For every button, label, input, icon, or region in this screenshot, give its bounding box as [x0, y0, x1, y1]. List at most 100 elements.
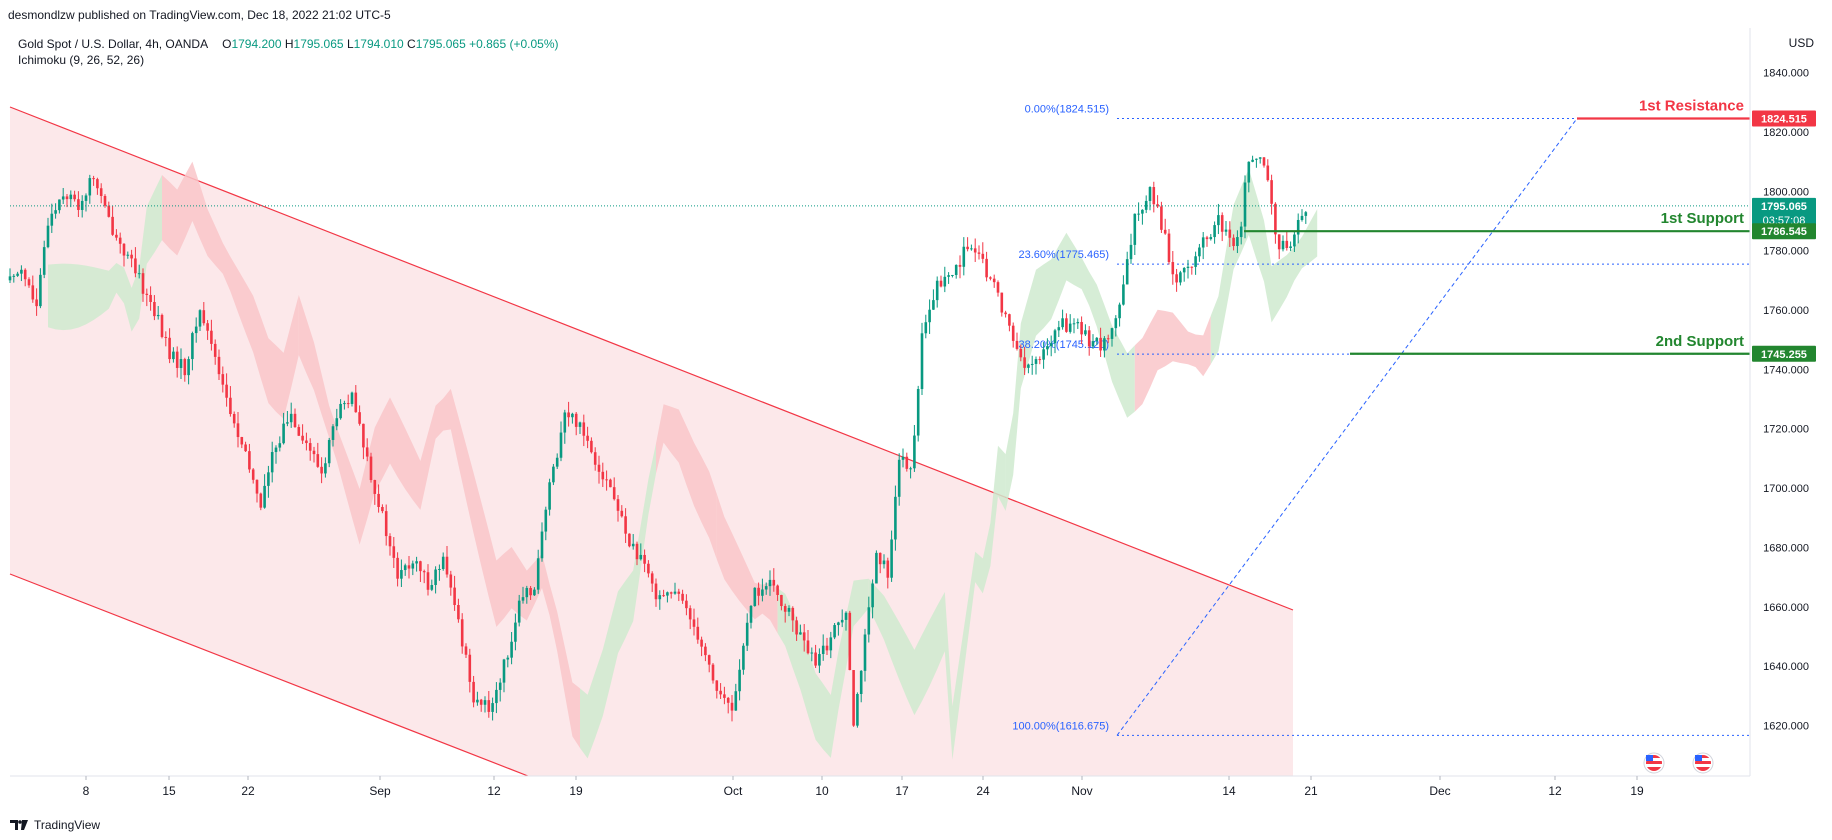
candle-body	[1255, 158, 1258, 160]
symbol-name[interactable]: Gold Spot / U.S. Dollar, 4h, OANDA	[18, 37, 208, 51]
y-tick-label: 1620.000	[1763, 721, 1809, 733]
candle-body	[270, 452, 274, 473]
candle-body	[730, 702, 734, 711]
candle-body	[88, 178, 92, 196]
event-flags	[1643, 752, 1714, 774]
candle-body	[859, 670, 863, 694]
candle-body	[844, 612, 848, 620]
indicator-legend[interactable]: Ichimoku (9, 26, 52, 26)	[18, 53, 145, 67]
support-1-tag-text: 1786.545	[1761, 226, 1807, 238]
candle-body	[259, 493, 263, 508]
candle-body	[943, 276, 947, 287]
candle-body	[335, 418, 339, 427]
candle-body	[635, 543, 639, 560]
candle-body	[1042, 349, 1045, 360]
candle-body	[354, 392, 358, 413]
candle-body	[536, 558, 540, 590]
candle-body	[829, 637, 833, 651]
candle-body	[890, 539, 893, 578]
candle-body	[1087, 330, 1091, 347]
candle-body	[1114, 318, 1118, 329]
candle-body	[206, 323, 209, 331]
candle-body	[772, 579, 776, 586]
support-1-label: 1st Support	[1661, 210, 1744, 227]
candle-body	[973, 248, 977, 253]
candle-body	[221, 374, 225, 385]
candle-body	[1148, 187, 1152, 201]
candle-body	[905, 456, 909, 469]
candle-body	[130, 254, 133, 259]
candle-body	[1160, 206, 1163, 230]
candle-body	[73, 194, 76, 200]
candle-body	[548, 482, 551, 510]
candle-body	[210, 330, 213, 344]
candle-body	[825, 645, 829, 651]
candle-body	[555, 457, 559, 467]
candle-body	[316, 454, 320, 467]
candle-body	[1220, 215, 1224, 232]
candle-body	[787, 607, 791, 612]
candle-body	[1011, 325, 1015, 341]
candle-body	[1030, 363, 1034, 365]
candle-body	[225, 384, 228, 398]
candle-body	[441, 556, 445, 569]
candle-body	[996, 282, 1000, 293]
footer: TradingView	[10, 818, 100, 832]
candle-body	[1152, 187, 1156, 205]
candle-body	[985, 258, 988, 278]
candle-body	[1019, 348, 1023, 358]
brand-name[interactable]: TradingView	[34, 818, 101, 832]
candle-body	[821, 645, 825, 655]
candle-body	[122, 243, 126, 256]
candle-body	[1129, 244, 1133, 260]
candle-body	[472, 681, 475, 703]
y-tick-label: 1700.000	[1763, 483, 1809, 495]
candle-body	[1072, 323, 1076, 325]
low-label: L	[346, 37, 354, 51]
cloud-segment	[298, 294, 428, 545]
candle-body	[1008, 314, 1011, 326]
channel-upper-line	[9, 106, 1294, 611]
candle-body	[742, 645, 745, 670]
candle-body	[506, 657, 510, 660]
candle-body	[1239, 226, 1243, 238]
candle-body	[1232, 237, 1235, 247]
candle-body	[54, 210, 57, 214]
candle-body	[878, 552, 882, 565]
cloud-segment	[238, 269, 299, 419]
candle-body	[1061, 318, 1064, 328]
descending-channel	[9, 106, 1294, 777]
candle-body	[757, 587, 760, 596]
candle-body	[411, 563, 415, 569]
x-tick-label: 24	[976, 784, 990, 798]
candle-body	[726, 697, 730, 703]
candle-body	[806, 640, 810, 654]
candle-body	[468, 654, 472, 682]
candle-body	[856, 693, 859, 726]
candle-body	[1049, 343, 1053, 347]
candle-body	[1000, 292, 1004, 313]
candle-body	[293, 413, 297, 428]
us-flag-stripe	[1695, 764, 1711, 767]
candle-body	[704, 646, 707, 656]
candle-body	[1277, 234, 1281, 250]
candle-body	[981, 253, 985, 259]
candle-body	[954, 264, 958, 275]
candle-body	[217, 356, 221, 375]
candle-body	[187, 359, 190, 376]
candle-body	[1167, 233, 1171, 263]
candle-body	[593, 452, 597, 465]
candle-body	[951, 274, 954, 276]
candle-body	[734, 691, 738, 711]
candle-body	[267, 472, 270, 486]
cloud-segment	[1210, 168, 1318, 365]
candle-body	[559, 432, 563, 458]
candle-body	[1106, 338, 1110, 340]
tradingview-logo-icon	[10, 820, 28, 830]
candle-body	[897, 459, 901, 497]
candle-body	[244, 444, 247, 452]
low-value: 1794.010	[353, 37, 404, 51]
candle-body	[1144, 200, 1148, 210]
fib-236-label: 23.60%(1775.465)	[1018, 249, 1109, 261]
